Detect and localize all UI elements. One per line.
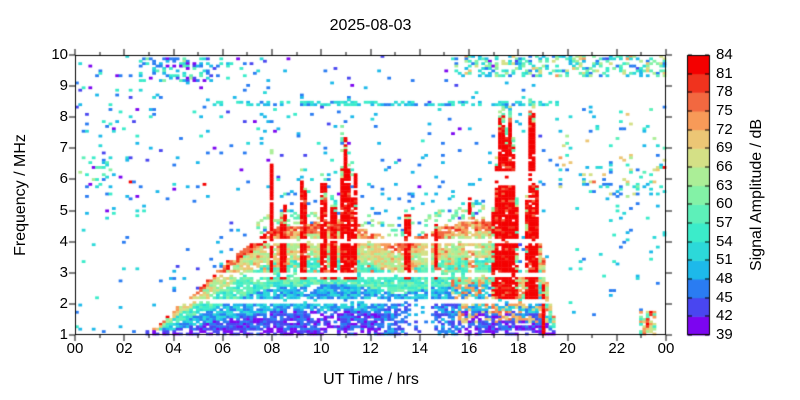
y-tick-label: 7 — [59, 139, 68, 157]
y-tick-label: 9 — [59, 77, 68, 95]
y-tick-label: 5 — [59, 201, 68, 219]
x-tick-label: 14 — [411, 340, 429, 357]
x-tick-label: 06 — [214, 340, 232, 357]
x-tick-label: 04 — [165, 340, 182, 357]
colorbar-tick-label: 48 — [716, 270, 733, 287]
x-tick-label: 08 — [263, 340, 281, 357]
x-axis-label: UT Time / hrs — [323, 371, 419, 388]
colorbar-tick-label: 54 — [716, 232, 733, 250]
y-tick-label: 8 — [59, 108, 68, 126]
colorbar-tick-label: 78 — [716, 83, 733, 101]
x-tick-label: 20 — [559, 340, 576, 357]
x-tick-label: 18 — [509, 340, 527, 357]
colorbar-tick-label: 84 — [716, 46, 733, 63]
colorbar-tick-label: 72 — [716, 120, 733, 138]
y-tick-label: 10 — [51, 46, 68, 63]
colorbar-tick-label: 45 — [716, 288, 733, 306]
colorbar-axis-label: Signal Amplitude / dB — [748, 118, 765, 272]
colorbar-tick-label: 66 — [716, 158, 733, 175]
y-tick-label: 3 — [59, 263, 68, 281]
colorbar-tick-label: 42 — [716, 307, 733, 325]
y-axis-label: Frequency / MHz — [12, 134, 29, 256]
x-tick-label: 00 — [66, 340, 84, 357]
colorbar-tick-label: 39 — [716, 326, 733, 343]
x-tick-label: 02 — [115, 340, 133, 357]
y-tick-label: 6 — [59, 170, 68, 188]
colorbar-tick-label: 81 — [716, 64, 733, 82]
y-tick-label: 1 — [59, 326, 68, 343]
colorbar-tick-label: 63 — [716, 176, 733, 194]
y-tick-label: 4 — [59, 232, 68, 250]
colorbar-tick-label: 60 — [716, 195, 733, 213]
colorbar-tick-label: 75 — [716, 102, 733, 119]
x-tick-label: 12 — [362, 340, 379, 357]
colorbar-tick-label: 69 — [716, 139, 733, 157]
colorbar-tick-label: 51 — [716, 251, 733, 269]
x-tick-label: 10 — [312, 340, 330, 357]
x-tick-label: 22 — [608, 340, 626, 357]
chart-title: 2025-08-03 — [329, 17, 412, 34]
y-tick-label: 2 — [59, 294, 68, 312]
colorbar-tick-label: 57 — [716, 214, 733, 231]
x-tick-label: 00 — [657, 340, 675, 357]
x-tick-label: 16 — [460, 340, 478, 357]
